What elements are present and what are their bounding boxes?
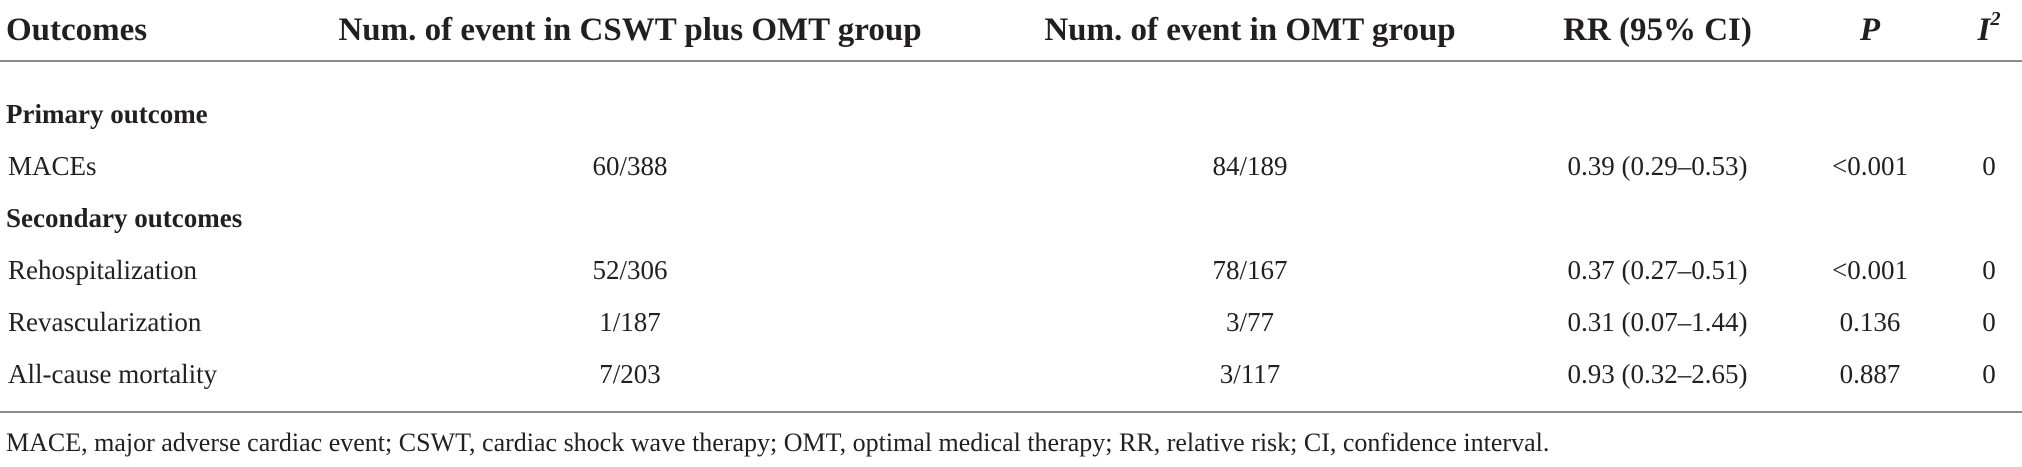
cell-rr: 0.31 (0.07–1.44) [1567, 307, 1748, 337]
header-rr-ci: RR (95% CI) [1563, 12, 1752, 48]
header-i-squared-sup: 2 [1990, 7, 2001, 30]
cell-i2: 0 [1982, 359, 1996, 389]
table-row: All-cause mortality 7/203 3/117 0.93 (0.… [0, 348, 2022, 400]
cell-i2: 0 [1982, 307, 1996, 337]
table-header-row: Outcomes Num. of event in CSWT plus OMT … [0, 0, 2022, 52]
cell-outcome: Rehospitalization [8, 255, 197, 285]
cell-i2: 0 [1982, 151, 1996, 181]
cell-omt: 78/167 [1212, 255, 1288, 285]
section-title: Primary outcome [6, 99, 208, 129]
header-omt-events: Num. of event in OMT group [1044, 12, 1456, 48]
header-i-squared: I2 [1960, 0, 2018, 60]
table-row: MACEs 60/388 84/189 0.39 (0.29–0.53) <0.… [0, 140, 2022, 192]
section-row-secondary: Secondary outcomes [0, 192, 2022, 244]
table-footnote: MACE, major adverse cardiac event; CSWT,… [6, 428, 1550, 457]
section-title: Secondary outcomes [6, 203, 243, 233]
cell-omt: 3/77 [1225, 307, 1274, 337]
header-cswt-omt-events: Num. of event in CSWT plus OMT group [338, 12, 922, 48]
cell-rr: 0.39 (0.29–0.53) [1567, 151, 1748, 181]
table-row: Rehospitalization 52/306 78/167 0.37 (0.… [0, 244, 2022, 296]
cell-rr: 0.93 (0.32–2.65) [1567, 359, 1748, 389]
table-row: Revascularization 1/187 3/77 0.31 (0.07–… [0, 296, 2022, 348]
header-rule [0, 60, 2022, 62]
cell-p: <0.001 [1832, 151, 1908, 181]
cell-cswt: 7/203 [599, 359, 661, 389]
cell-omt: 84/189 [1212, 151, 1288, 181]
cell-omt: 3/117 [1219, 359, 1281, 389]
cell-cswt: 52/306 [592, 255, 668, 285]
cell-cswt: 1/187 [599, 307, 661, 337]
cell-outcome: All-cause mortality [8, 359, 218, 389]
bottom-rule [0, 411, 2022, 413]
cell-i2: 0 [1982, 255, 1996, 285]
header-outcomes: Outcomes [6, 12, 148, 48]
cell-outcome: MACEs [8, 151, 97, 181]
cell-p: 0.136 [1839, 307, 1901, 337]
header-i-squared-base: I [1977, 12, 1991, 48]
section-row-primary: Primary outcome [0, 88, 2022, 140]
cell-p: 0.887 [1839, 359, 1901, 389]
header-p-value: P [1859, 12, 1881, 48]
cell-outcome: Revascularization [8, 307, 202, 337]
cell-p: <0.001 [1832, 255, 1908, 285]
cell-rr: 0.37 (0.27–0.51) [1567, 255, 1748, 285]
cell-cswt: 60/388 [592, 151, 668, 181]
